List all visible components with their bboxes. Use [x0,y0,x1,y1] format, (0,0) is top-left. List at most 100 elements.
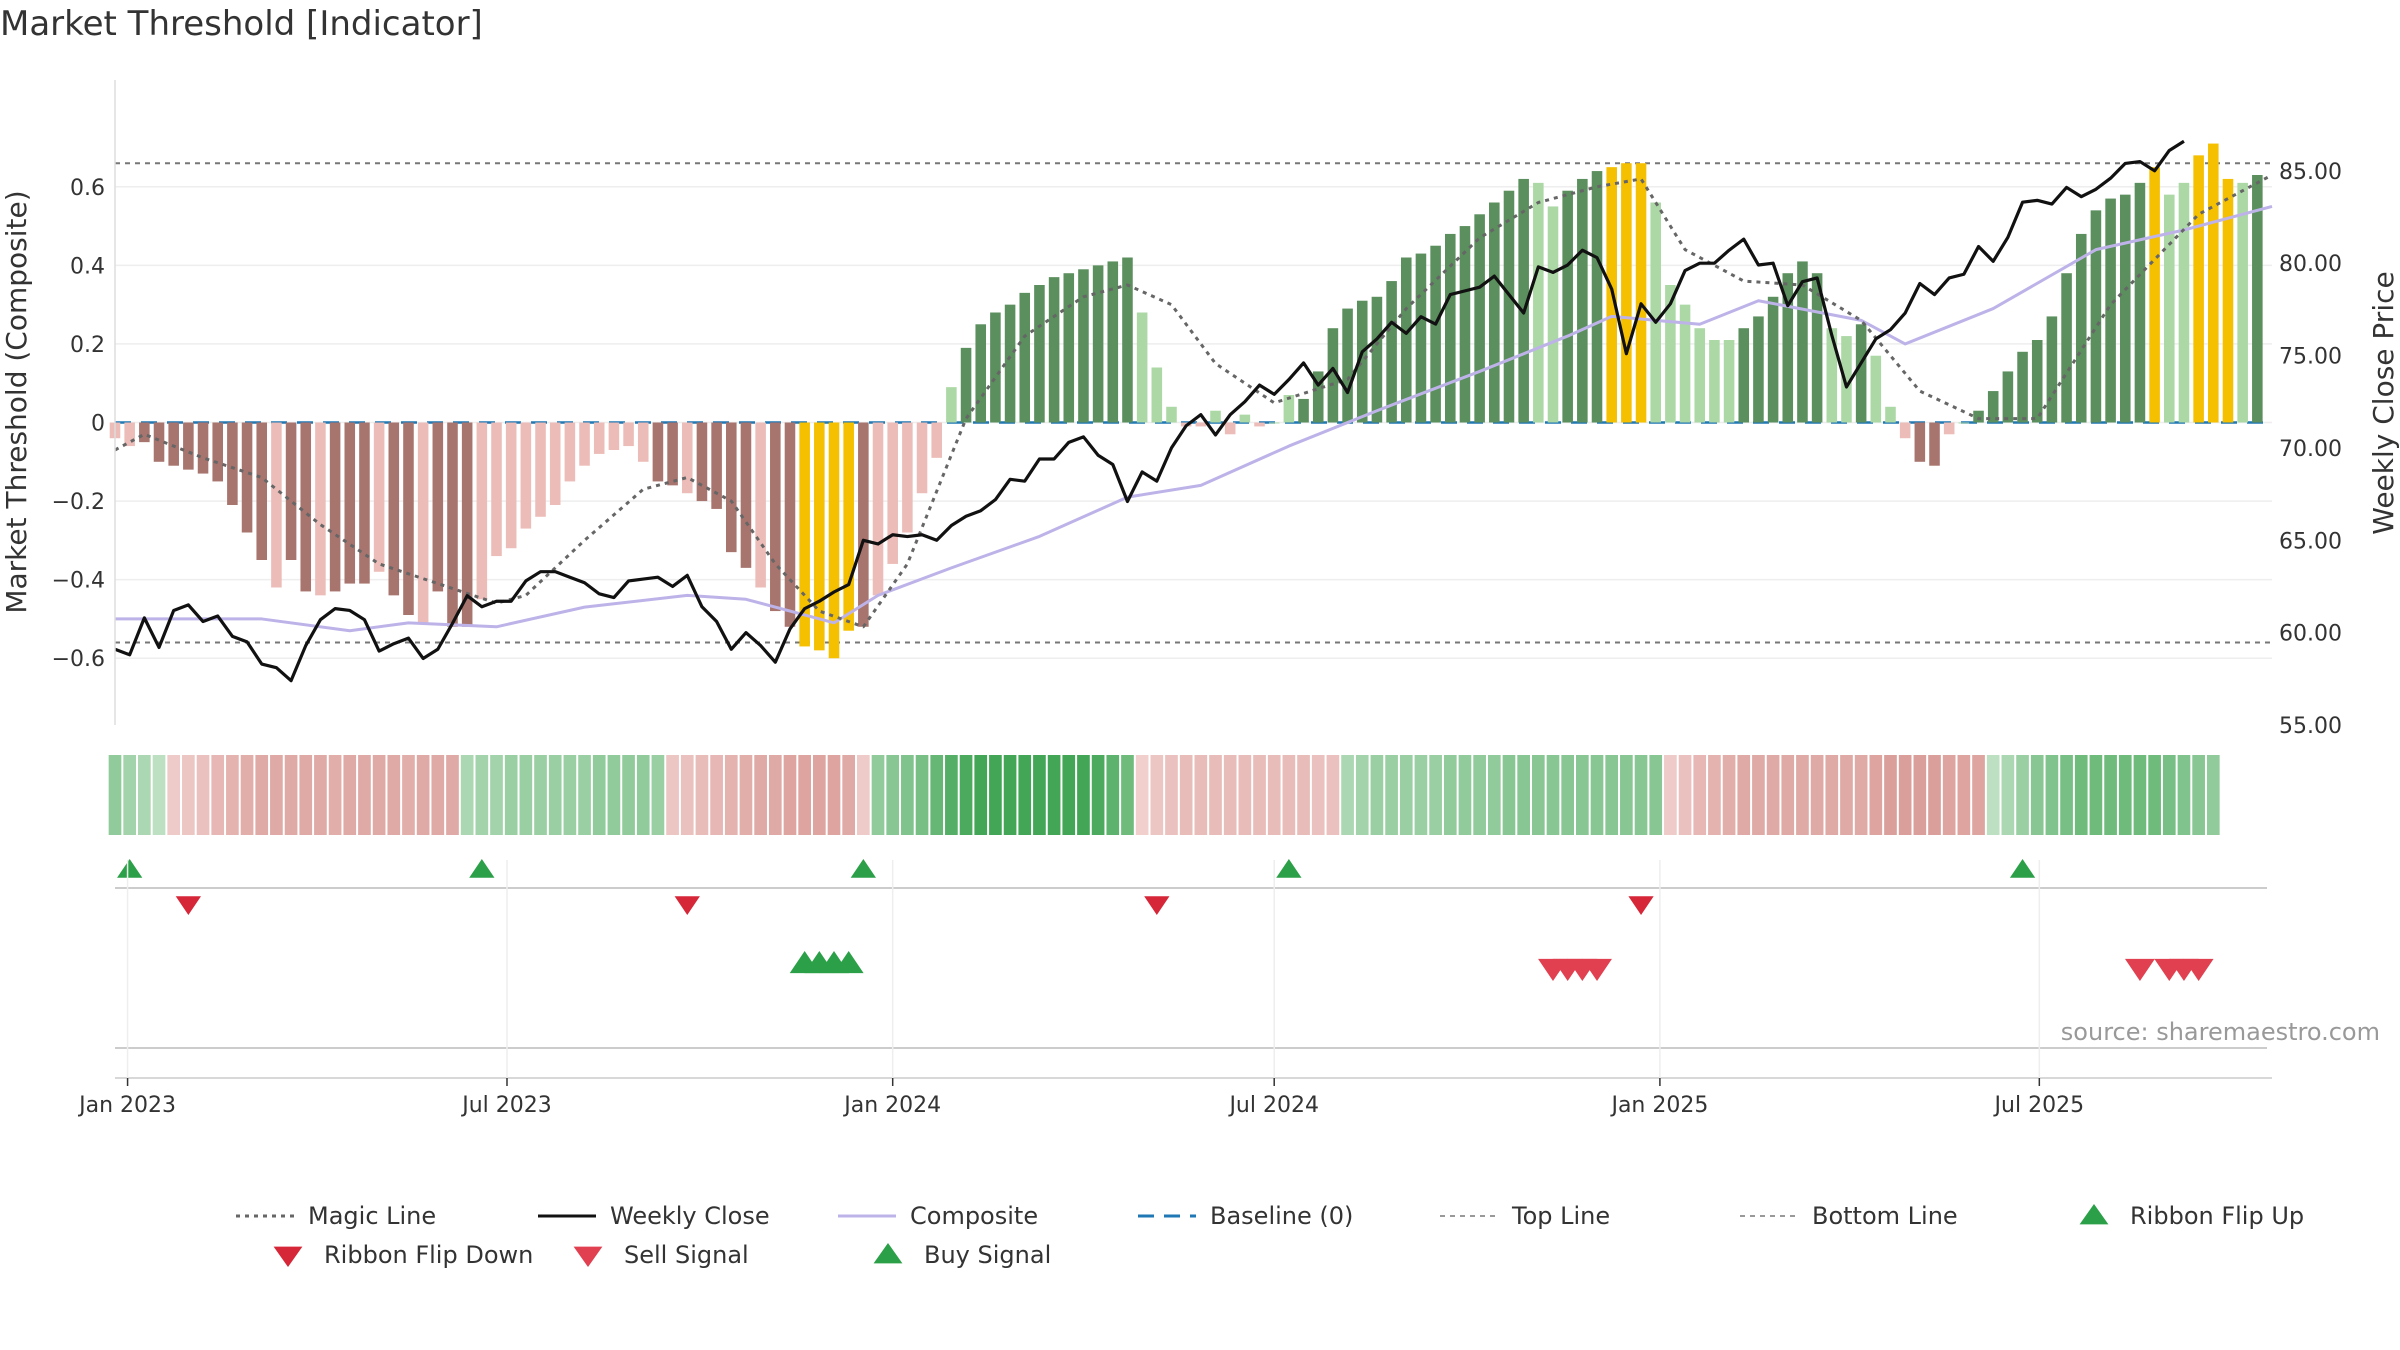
page-title: Market Threshold [Indicator] [0,4,483,44]
composite-bar [1943,422,1955,435]
composite-bar [1400,257,1412,423]
ribbon-cell [1884,755,1897,835]
ribbon-cell [2045,755,2059,835]
composite-line [115,204,2273,633]
composite-bar [432,422,444,592]
composite-bar [2237,182,2248,423]
left-tick-label: −0.6 [52,647,105,672]
composite-bar [1298,398,1309,423]
legend-item: Sell Signal [573,1241,749,1269]
composite-bar [1078,269,1089,423]
legend-item: Weekly Close [538,1202,770,1230]
composite-bar [1136,312,1148,423]
ribbon-cell [1928,755,1941,835]
composite-bar [1034,285,1045,423]
legend-triangle-down-icon [273,1246,303,1267]
ribbon-cell [1825,755,1839,835]
ribbon-cell [857,755,870,835]
ribbon-cell [1443,755,1457,835]
ribbon-cell [1502,755,1516,835]
ribbon-cell [1708,755,1721,835]
composite-bar [241,422,253,533]
composite-bar [2252,175,2263,423]
ribbon-cell [1546,755,1560,835]
x-tick-label: Jul 2023 [460,1093,552,1118]
composite-bar [1767,296,1779,423]
composite-bar [1841,336,1852,423]
composite-bar [623,422,634,447]
ribbon-cell [1649,755,1663,835]
legend-triangle-up-icon [873,1243,903,1264]
composite-bar [872,422,884,596]
left-tick-label: −0.4 [52,569,105,594]
ribbon-cell [989,755,1002,835]
ribbon-cell [666,755,679,835]
composite-bar [1239,414,1251,423]
composite-bar [403,422,414,615]
composite-bar [1356,300,1368,423]
ribbon-cell [2060,755,2073,835]
ribbon-cell [1018,755,1032,835]
ribbon-cell [2192,755,2205,835]
ribbon-cell [783,755,797,835]
ribbon-cell [607,755,621,835]
ribbon-flip-down-marker [175,896,202,915]
sell-signal-marker [2183,958,2214,981]
ribbon-cell [2089,755,2103,835]
source-label: source: sharemaestro.com [2061,1018,2380,1046]
ribbon-cell [1282,755,1296,835]
ribbon-cell [915,755,929,835]
composite-bar [227,422,238,505]
ribbon-cell [240,755,254,835]
ribbon-cell [1414,755,1428,835]
composite-bar [579,422,590,466]
ribbon-cell [1370,755,1384,835]
ribbon-cell [1766,755,1780,835]
composite-bar [1811,273,1823,423]
legend-label: Top Line [1511,1202,1610,1230]
composite-bar [1107,261,1119,423]
composite-bar [1474,214,1485,423]
ribbon-cell [416,755,430,835]
signal-markers [115,859,2272,1079]
composite-bar [1826,328,1838,423]
composite-bar [315,422,326,596]
composite-bar [2222,178,2234,423]
ribbon-cell [592,755,606,835]
composite-bar [505,422,517,549]
ribbon-cell [1913,755,1927,835]
ribbon-cell [1355,755,1369,835]
composite-bar [1914,422,1926,462]
ribbon-cell [1898,755,1912,835]
ribbon-cell [2001,755,2015,835]
ribbon-cell [519,755,533,835]
ribbon-cell [842,755,856,835]
legend-triangle-up-icon [2079,1204,2109,1225]
x-tick-label: Jan 2025 [1609,1093,1708,1118]
composite-bar [212,422,223,482]
composite-bar [1004,304,1016,423]
sell-signal-marker [1582,958,1612,981]
right-tick-label: 65.00 [2279,529,2342,554]
ribbon-cell [1737,755,1751,835]
composite-bar [1855,324,1867,423]
right-axis-title: Weekly Close Price [2367,271,2400,534]
left-axis-title: Market Threshold (Composite) [0,190,33,613]
composite-bar [2061,273,2072,423]
composite-bar [2090,210,2102,423]
ribbon-cell [1297,755,1310,835]
composite-bar [696,422,708,502]
ribbon-flip-up-marker [469,859,495,878]
ribbon-cell [1561,755,1575,835]
composite-bar [1386,281,1397,423]
ribbon-cell [695,755,709,835]
ribbon-cell [930,755,944,835]
ribbon-cell [1473,755,1486,835]
ribbon-cell [1106,755,1120,835]
composite-bar [1679,304,1691,423]
composite-bar [388,422,400,596]
ribbon-cell [1957,755,1971,835]
ribbon-flip-down-marker [1144,896,1170,915]
composite-bar [491,422,502,557]
